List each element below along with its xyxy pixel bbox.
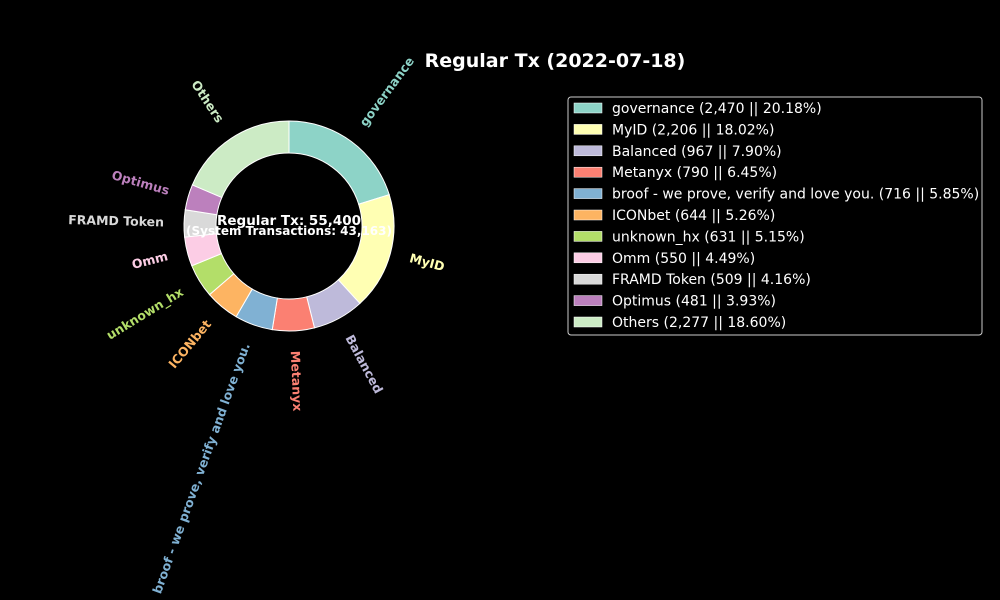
- legend-swatch-others: [573, 316, 603, 328]
- slice-label-metanyx: Metanyx: [288, 351, 306, 412]
- slice-label-unknown-hx: unknown_hx: [104, 284, 187, 343]
- legend-swatch-optimus: [573, 295, 603, 306]
- legend-entry-metanyx: Metanyx (790 || 6.45%): [612, 165, 777, 181]
- legend-frame: [567, 96, 983, 336]
- legend-swatch-balanced: [573, 145, 603, 157]
- legend-swatch-unknown-hx: [573, 231, 603, 242]
- slice-label-iconbet: ICONbet: [165, 317, 214, 371]
- legend-entry-myid: MyID (2,206 || 18.02%): [612, 122, 774, 138]
- legend-swatch-governance: [573, 102, 603, 114]
- slice-label-omm: Omm: [130, 248, 169, 272]
- slice-metanyx: [271, 296, 316, 332]
- slice-label-broof-we-prove-verify-and-love-you: broof - we prove, verify and love you.: [149, 341, 253, 596]
- slice-governance: [288, 120, 390, 205]
- slice-myid: [337, 194, 395, 305]
- legend-entry-omm: Omm (550 || 4.49%): [612, 251, 755, 267]
- donut-slices: [183, 120, 395, 332]
- legend-swatch-myid: [573, 124, 603, 135]
- donut-center: Regular Tx: 55,400 (System Transactions:…: [186, 213, 392, 238]
- legend-swatch-broof-we-prove-verify-and-love-you: [573, 188, 603, 199]
- legend-swatch-iconbet: [573, 209, 603, 221]
- slice-label-myid: MyID: [408, 250, 446, 274]
- legend-entry-iconbet: ICONbet (644 || 5.26%): [612, 208, 775, 224]
- slice-label-others: Others: [188, 77, 227, 125]
- center-system-label: (System Transactions: 43,163): [186, 224, 392, 238]
- legend-swatch-omm: [573, 252, 603, 264]
- legend-entry-optimus: Optimus (481 || 3.93%): [612, 294, 776, 310]
- legend-swatch-metanyx: [573, 166, 603, 178]
- legend-entry-balanced: Balanced (967 || 7.90%): [612, 144, 782, 160]
- slice-label-governance: governance: [356, 54, 417, 129]
- slice-label-balanced: Balanced: [342, 332, 386, 396]
- legend-entry-others: Others (2,277 || 18.60%): [612, 315, 786, 331]
- legend-swatch-framd-token: [573, 273, 603, 285]
- slice-label-optimus: Optimus: [110, 167, 171, 198]
- chart-title: Regular Tx (2022-07-18): [425, 50, 686, 72]
- slice-label-framd-token: FRAMD Token: [68, 212, 164, 229]
- center-total-label: Regular Tx: 55,400: [217, 213, 361, 229]
- legend-entry-unknown-hx: unknown_hx (631 || 5.15%): [612, 229, 805, 245]
- legend-entry-governance: governance (2,470 || 20.18%): [612, 101, 822, 117]
- legend-entry-framd-token: FRAMD Token (509 || 4.16%): [612, 272, 811, 288]
- legend: governance (2,470 || 20.18%) MyID (2,206 …: [567, 96, 983, 336]
- slice-others: [191, 120, 290, 199]
- legend-entry-broof-we-prove-verify-and-love-you: broof - we prove, verify and love you. (…: [612, 187, 979, 203]
